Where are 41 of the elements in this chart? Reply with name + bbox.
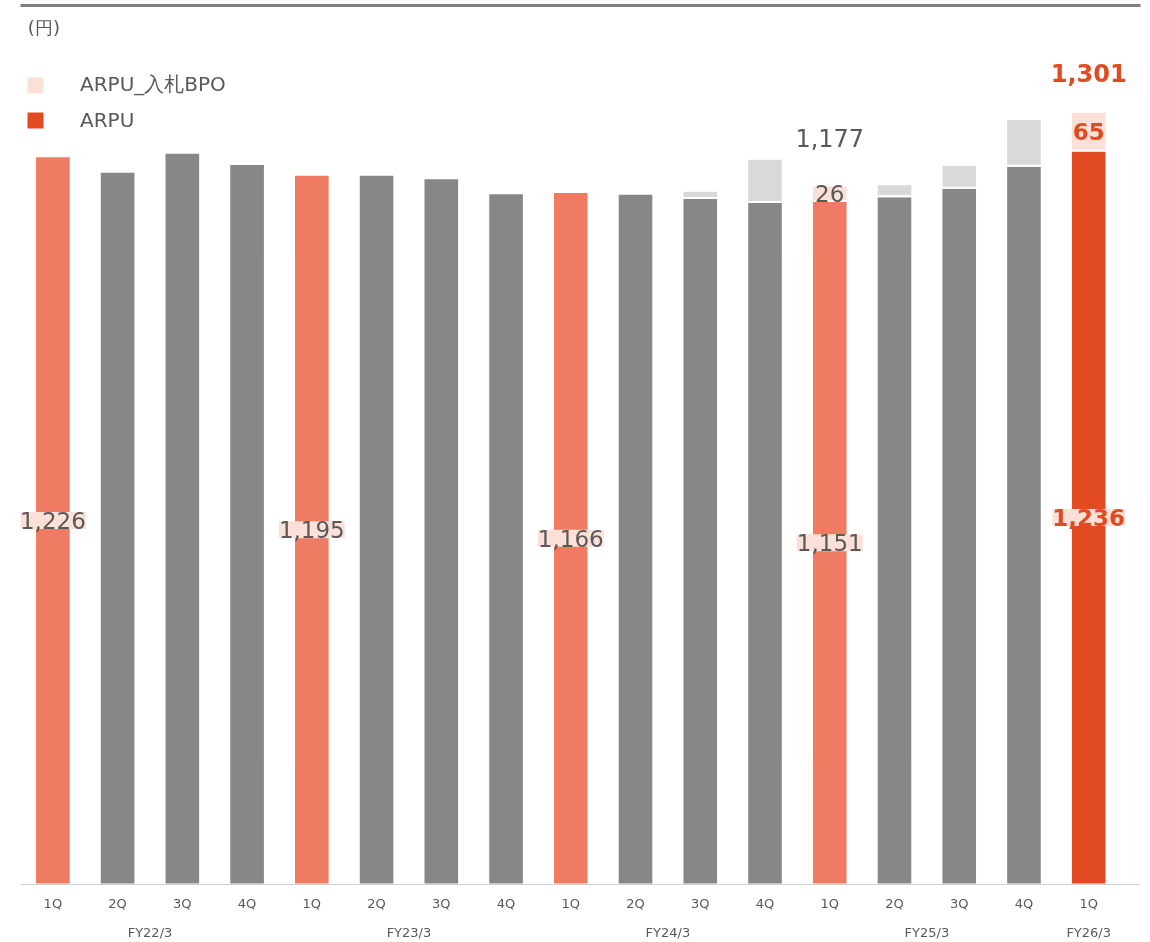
data-label: 1,151 [796,530,863,557]
data-label: 65 [1072,118,1105,145]
x-tick-label: 4Q [496,895,516,911]
x-tick-label: 1Q [561,895,581,911]
total-label: 1,177 [795,125,865,154]
x-tick-label: 2Q [626,895,645,911]
x-tick-label: 2Q [885,895,904,911]
legend-label: ARPU [80,108,135,132]
total-label: 1,301 [1050,59,1127,88]
data-label: 1,195 [278,517,345,544]
x-tick-label: 1Q [43,895,63,911]
x-tick-label: 3Q [432,895,451,911]
data-label: 1,166 [537,525,604,552]
bar [98,170,137,885]
x-tick-label: 1Q [302,895,322,911]
bar [616,192,655,885]
x-tick-label: 4Q [755,895,775,911]
x-tick-label: 1Q [820,895,840,911]
x-tick-label: 3Q [173,895,192,911]
x-tick-label: 3Q [949,895,969,911]
y-axis-title: (円) [27,16,60,38]
text: FY26/3 [1066,924,1112,940]
text: FY24/3 [645,924,691,940]
x-tick-label: 1Q [1079,895,1098,911]
bar [357,173,396,885]
text: FY23/3 [386,924,432,940]
bar [422,177,461,885]
x-tick-label: 3Q [691,895,710,911]
bar [228,163,266,885]
bar [163,151,202,885]
data-label: 26 [815,180,845,207]
x-tick-label: 4Q [1014,895,1034,911]
x-tick-label: 2Q [108,895,127,911]
data-label: 1,226 [19,507,86,534]
data-label: 1,236 [1052,504,1126,531]
bar [487,192,525,885]
x-tick-label: 4Q [237,895,257,911]
text: FY25/3 [904,924,950,940]
x-tick-label: 2Q [367,895,386,911]
text: FY22/3 [127,924,173,940]
legend-label: ARPU_入札BPO [80,71,226,98]
